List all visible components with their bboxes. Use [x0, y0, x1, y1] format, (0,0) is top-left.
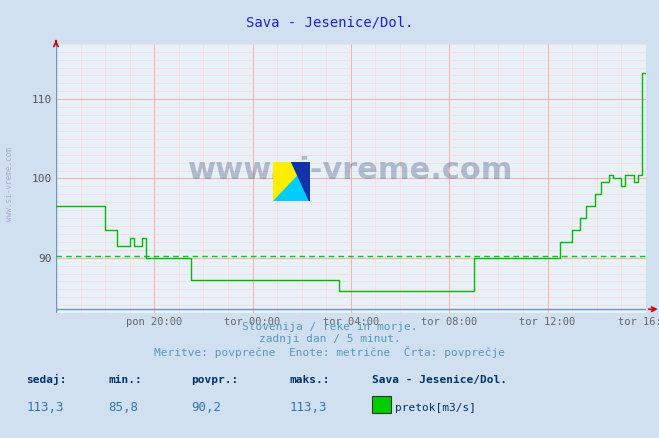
Text: 113,3: 113,3 [290, 401, 328, 414]
Text: zadnji dan / 5 minut.: zadnji dan / 5 minut. [258, 334, 401, 344]
Text: sedaj:: sedaj: [26, 374, 67, 385]
Text: 113,3: 113,3 [26, 401, 64, 414]
Text: Sava - Jesenice/Dol.: Sava - Jesenice/Dol. [246, 15, 413, 29]
Text: 85,8: 85,8 [109, 401, 139, 414]
Text: min.:: min.: [109, 375, 142, 385]
Text: 90,2: 90,2 [191, 401, 221, 414]
Text: Slovenija / reke in morje.: Slovenija / reke in morje. [242, 322, 417, 332]
Text: povpr.:: povpr.: [191, 375, 239, 385]
Text: maks.:: maks.: [290, 375, 330, 385]
Text: www.si-vreme.com: www.si-vreme.com [5, 147, 14, 221]
Text: pretok[m3/s]: pretok[m3/s] [395, 403, 476, 413]
Polygon shape [273, 162, 310, 201]
Polygon shape [273, 162, 310, 201]
Polygon shape [291, 162, 310, 201]
Text: Sava - Jesenice/Dol.: Sava - Jesenice/Dol. [372, 375, 507, 385]
Text: www.si-vreme.com: www.si-vreme.com [188, 156, 513, 185]
Text: Meritve: povprečne  Enote: metrične  Črta: povprečje: Meritve: povprečne Enote: metrične Črta:… [154, 346, 505, 357]
